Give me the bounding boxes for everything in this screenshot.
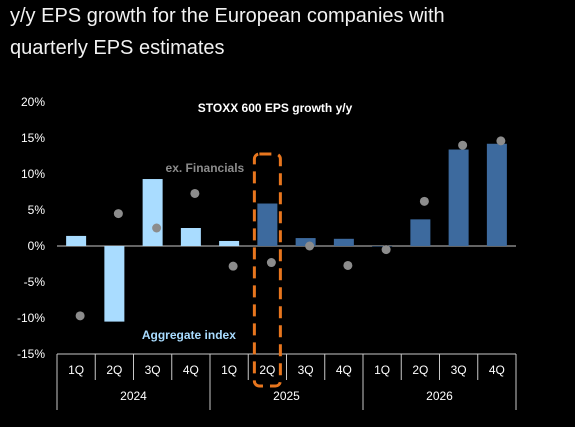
bar <box>142 179 163 246</box>
dot-point <box>419 196 429 206</box>
dot-point <box>381 245 391 255</box>
x-tick-label: 3Q <box>298 363 314 377</box>
bar <box>448 149 469 246</box>
y-tick-label: -10% <box>17 311 45 325</box>
bar <box>486 143 507 246</box>
dot-point <box>266 258 276 268</box>
x-tick-label: 1Q <box>221 363 237 377</box>
dot-point <box>152 223 162 233</box>
x-tick-label: 2Q <box>412 363 428 377</box>
heading-line-2: quarterly EPS estimates <box>10 37 225 59</box>
x-group-label: 2025 <box>273 389 300 403</box>
x-tick-label: 4Q <box>336 363 352 377</box>
y-tick-label: 15% <box>21 131 45 145</box>
x-tick-label: 2Q <box>106 363 122 377</box>
bar <box>372 246 393 247</box>
x-tick-label: 2Q <box>259 363 275 377</box>
bar <box>257 203 278 246</box>
bar <box>333 238 354 246</box>
x-tick-label: 3Q <box>451 363 467 377</box>
dot-point <box>458 140 468 150</box>
bar <box>410 219 431 246</box>
y-tick-label: 20% <box>21 95 45 109</box>
bar <box>180 228 201 246</box>
x-tick-label: 4Q <box>183 363 199 377</box>
dot-point <box>496 136 506 146</box>
x-tick-label: 1Q <box>374 363 390 377</box>
annotation-aggregate-index: Aggregate index <box>142 328 236 342</box>
x-group-label: 2026 <box>426 389 453 403</box>
x-group-label: 2024 <box>120 389 147 403</box>
y-tick-label: 0% <box>28 239 46 253</box>
chart-title: STOXX 600 EPS growth y/y <box>198 101 353 115</box>
dots-layer <box>75 136 506 321</box>
bar <box>104 246 125 322</box>
y-tick-label: 5% <box>28 203 46 217</box>
bar <box>219 240 240 246</box>
y-tick-label: -15% <box>17 347 45 361</box>
axes-layer: -15% -10% -5% 0% 5% 10% 15% 20% 1Q 2Q 3Q 4Q 1Q 2Q 3Q 4Q… <box>17 95 517 410</box>
chart-heading: y/y EPS growth for the European companie… <box>10 0 570 64</box>
y-tick-label: 10% <box>21 167 45 181</box>
dot-point <box>190 188 200 198</box>
dot-point <box>343 260 353 270</box>
annotation-ex-financials: ex. Financials <box>166 161 245 175</box>
heading-line-1: y/y EPS growth for the European companie… <box>10 5 445 27</box>
dot-point <box>75 311 85 321</box>
x-tick-label: 3Q <box>145 363 161 377</box>
highlight-box <box>252 152 282 388</box>
dot-point <box>228 261 238 271</box>
bar <box>295 238 316 246</box>
x-tick-label: 4Q <box>489 363 505 377</box>
annotations-layer: ex. Financials Aggregate index <box>142 152 282 388</box>
bar <box>66 235 87 246</box>
bars-layer <box>66 143 507 322</box>
dot-point <box>113 209 123 219</box>
dot-point <box>305 241 315 251</box>
y-tick-label: -5% <box>24 275 46 289</box>
x-tick-label: 1Q <box>68 363 84 377</box>
